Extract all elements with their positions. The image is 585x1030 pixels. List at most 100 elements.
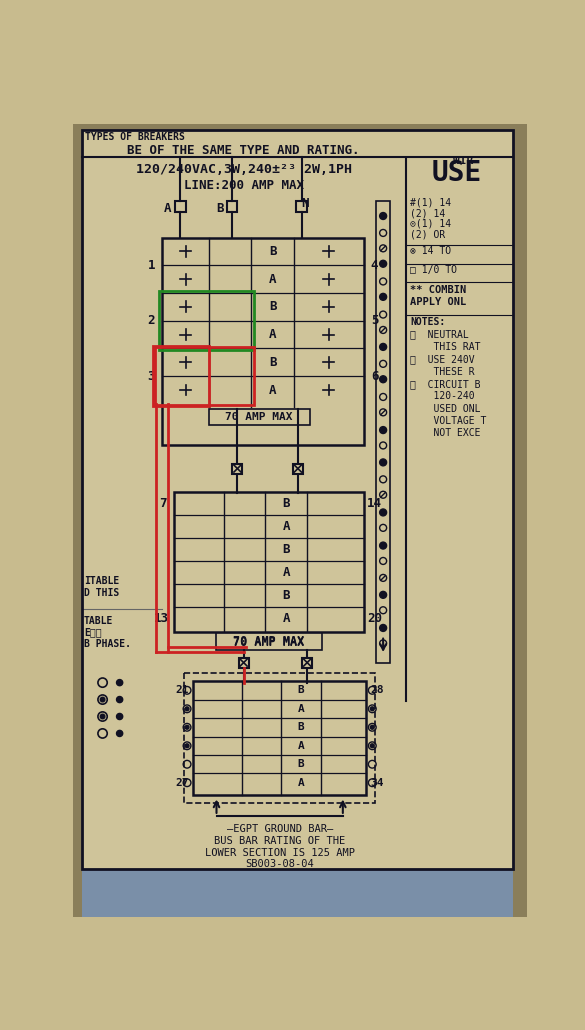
Bar: [209, 409, 309, 425]
Text: A: A: [164, 202, 171, 215]
Text: A: A: [269, 383, 277, 397]
Circle shape: [380, 624, 387, 631]
Text: B: B: [269, 301, 277, 313]
Bar: [174, 491, 364, 631]
Text: □ 1/0 TO: □ 1/0 TO: [410, 265, 457, 275]
Text: D THIS: D THIS: [84, 587, 119, 597]
Circle shape: [370, 725, 374, 729]
Circle shape: [100, 697, 105, 701]
Circle shape: [370, 707, 374, 711]
Text: ③  CIRCUIT B: ③ CIRCUIT B: [410, 379, 481, 389]
Text: 7: 7: [159, 496, 167, 510]
Circle shape: [380, 509, 387, 516]
Text: 2: 2: [147, 314, 155, 328]
Bar: [232, 464, 242, 474]
Circle shape: [185, 725, 189, 729]
Text: TABLE: TABLE: [84, 616, 113, 626]
Text: A: A: [298, 778, 304, 788]
Text: SB003-08-04: SB003-08-04: [245, 859, 314, 869]
Bar: [162, 238, 364, 445]
Bar: [226, 202, 238, 212]
Circle shape: [185, 744, 189, 748]
Text: B: B: [269, 245, 277, 258]
Bar: [175, 202, 185, 212]
Text: APPLY ONL: APPLY ONL: [410, 297, 466, 307]
Text: 20: 20: [367, 612, 382, 625]
Text: TYPES OF BREAKERS: TYPES OF BREAKERS: [85, 133, 185, 142]
Circle shape: [116, 680, 123, 686]
Circle shape: [100, 714, 105, 719]
Text: NOTES:: NOTES:: [410, 317, 446, 328]
Text: A: A: [298, 741, 304, 751]
Text: ⊙(1) 14: ⊙(1) 14: [410, 218, 452, 229]
Text: 4: 4: [371, 259, 378, 272]
Text: B: B: [283, 496, 290, 510]
Text: 120/240VAC,3W,240±²³ 2W,1PH: 120/240VAC,3W,240±²³ 2W,1PH: [136, 164, 352, 176]
Text: A: A: [283, 566, 290, 579]
Text: #(1) 14: #(1) 14: [410, 197, 452, 207]
Text: BE OF THE SAME TYPE AND RATING.: BE OF THE SAME TYPE AND RATING.: [128, 144, 360, 157]
Bar: [302, 657, 312, 667]
Circle shape: [380, 294, 387, 301]
Bar: [377, 235, 390, 250]
Circle shape: [116, 714, 123, 720]
Text: 13: 13: [154, 612, 169, 625]
Text: A: A: [283, 520, 290, 533]
Text: B: B: [269, 355, 277, 369]
Text: N: N: [301, 197, 309, 210]
Text: A: A: [283, 612, 290, 625]
Text: B: B: [216, 202, 223, 215]
Bar: [377, 343, 390, 358]
Circle shape: [380, 376, 387, 383]
Bar: [153, 346, 209, 406]
Text: (2) OR: (2) OR: [410, 230, 446, 240]
Text: ②  USE 240V: ② USE 240V: [410, 354, 475, 365]
Circle shape: [380, 426, 387, 434]
Text: LOWER SECTION IS 125 AMP: LOWER SECTION IS 125 AMP: [205, 848, 355, 858]
Text: 70 AMP MAX: 70 AMP MAX: [225, 412, 293, 422]
Text: 1: 1: [147, 259, 155, 272]
Circle shape: [370, 744, 374, 748]
Text: 70 AMP MAX: 70 AMP MAX: [233, 637, 304, 649]
Bar: [82, 869, 512, 917]
Text: BUS BAR RATING OF THE: BUS BAR RATING OF THE: [214, 836, 345, 847]
Text: ①  NEUTRAL: ① NEUTRAL: [410, 330, 469, 340]
Text: (2) 14: (2) 14: [410, 208, 446, 218]
Bar: [154, 347, 254, 406]
Text: B: B: [298, 722, 304, 732]
Text: 5: 5: [371, 314, 378, 328]
Bar: [216, 633, 322, 650]
Text: B: B: [283, 543, 290, 556]
Circle shape: [380, 591, 387, 598]
Bar: [162, 348, 252, 404]
Text: 21: 21: [176, 685, 189, 695]
Text: 3: 3: [147, 370, 155, 383]
Text: ** COMBIN: ** COMBIN: [410, 285, 466, 295]
Circle shape: [380, 542, 387, 549]
Text: 14: 14: [367, 496, 382, 510]
Text: B: B: [298, 759, 304, 769]
Text: 70 AMP MAX: 70 AMP MAX: [233, 636, 304, 648]
Circle shape: [116, 730, 123, 736]
Text: B PHASE.: B PHASE.: [84, 640, 131, 649]
Text: THESE R: THESE R: [410, 367, 475, 377]
Circle shape: [380, 459, 387, 466]
Bar: [297, 202, 307, 212]
Bar: [159, 291, 254, 350]
Text: —EGPT GROUND BAR—: —EGPT GROUND BAR—: [226, 824, 333, 834]
Text: THIS RAT: THIS RAT: [410, 342, 481, 352]
Bar: [184, 674, 376, 802]
Bar: [193, 681, 366, 795]
Text: 27: 27: [176, 778, 189, 788]
Text: 6: 6: [371, 370, 378, 383]
Text: ITABLE: ITABLE: [84, 576, 119, 586]
Text: LINE:200 AMP MAX: LINE:200 AMP MAX: [184, 178, 304, 192]
Text: USE: USE: [431, 160, 481, 187]
Text: WIR: WIR: [453, 156, 473, 166]
Bar: [162, 293, 252, 348]
Text: ⊗ 14 TO: ⊗ 14 TO: [410, 246, 452, 256]
Text: 120-240: 120-240: [410, 391, 475, 402]
Circle shape: [380, 261, 387, 267]
Bar: [293, 464, 303, 474]
Bar: [239, 657, 249, 667]
